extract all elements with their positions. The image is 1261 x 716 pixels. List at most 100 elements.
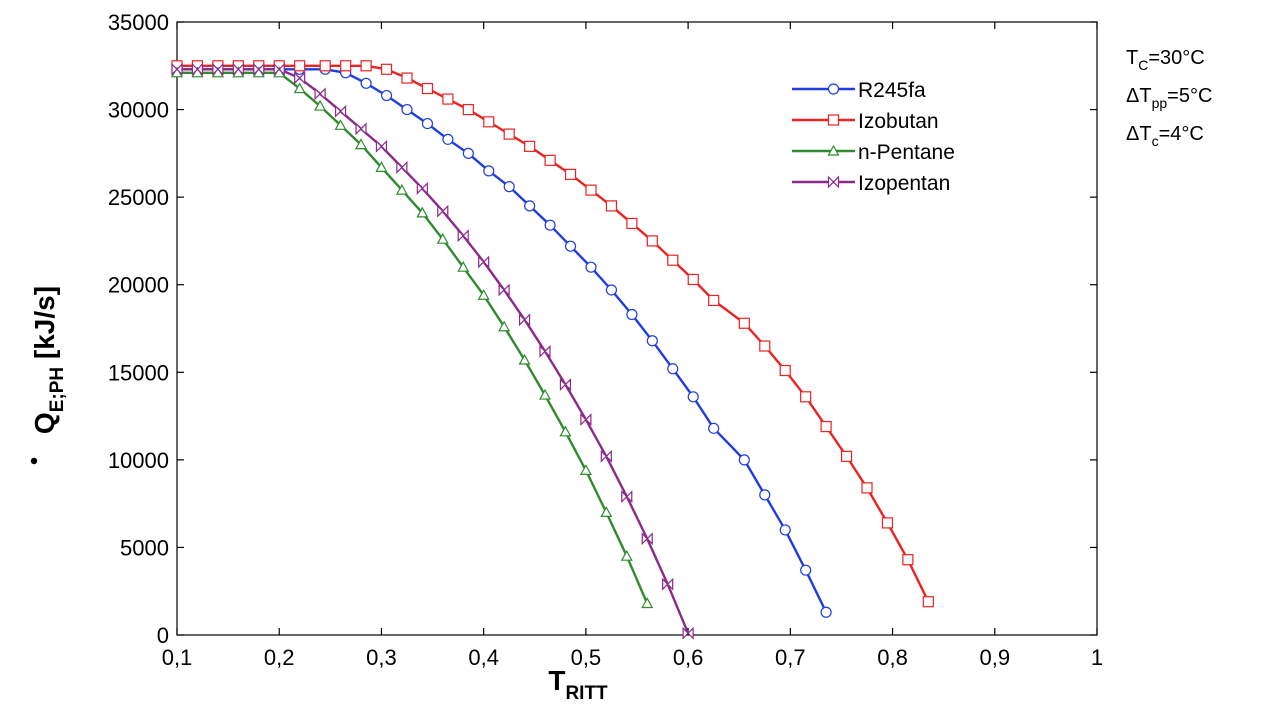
x-tick-label: 0,5 xyxy=(571,645,602,670)
x-axis-title: TRITT xyxy=(548,665,608,704)
data-point-izopentan xyxy=(498,283,510,297)
data-point-r245fa xyxy=(585,261,597,273)
annotation-sub: c xyxy=(1152,133,1159,149)
series-izobutan xyxy=(171,60,934,608)
x-tick-label: 0,7 xyxy=(775,645,806,670)
legend-item-izobutan: Izobutan xyxy=(792,110,939,133)
data-point-izobutan xyxy=(319,60,331,72)
x-tick-label: 0,6 xyxy=(673,645,704,670)
data-point-izobutan xyxy=(462,103,474,116)
plot-frame xyxy=(176,21,1098,636)
data-point-r245fa xyxy=(626,308,638,321)
data-point-izopentan xyxy=(355,122,367,136)
legend-item-n-pentane: n-Pentane xyxy=(792,141,955,164)
data-point-izobutan xyxy=(759,340,771,352)
data-point-izopentan xyxy=(375,139,388,153)
series-layer xyxy=(170,60,934,640)
y-tick-label: 15000 xyxy=(108,360,169,385)
data-point-r245fa xyxy=(442,133,454,145)
data-point-izobutan xyxy=(340,60,352,72)
data-point-izobutan xyxy=(800,391,812,403)
data-point-izopentan xyxy=(314,87,326,101)
data-point-r245fa xyxy=(820,606,832,618)
data-point-r245fa xyxy=(759,489,771,501)
data-point-izopentan xyxy=(212,62,224,76)
data-point-izobutan xyxy=(524,140,536,152)
data-point-izopentan xyxy=(518,313,531,327)
data-point-izopentan xyxy=(294,71,306,85)
data-point-izobutan xyxy=(779,364,791,377)
annotation-main: T xyxy=(1126,47,1138,69)
data-point-izobutan xyxy=(380,63,393,75)
data-point-izobutan xyxy=(687,273,699,286)
legend-label: R245fa xyxy=(858,79,926,102)
data-point-izopentan xyxy=(662,577,674,591)
annotation-sub: pp xyxy=(1152,95,1168,111)
data-point-r245fa xyxy=(667,363,679,375)
data-point-r245fa xyxy=(483,165,495,177)
y-axis-title-sub: E;PH xyxy=(47,367,68,412)
data-point-n-pentane xyxy=(354,138,368,150)
data-point-izobutan xyxy=(544,154,556,166)
x-axis-title-main: T xyxy=(548,665,565,696)
data-point-r245fa xyxy=(401,103,413,116)
data-point-izopentan xyxy=(539,344,551,358)
annotation-text: TC=30°C xyxy=(1126,47,1205,73)
y-axis-dot-accent xyxy=(30,457,38,465)
legend-item-r245fa: R245fa xyxy=(792,79,926,102)
data-point-r245fa xyxy=(738,454,750,466)
data-point-izopentan xyxy=(641,532,653,546)
annotation-sub: C xyxy=(1138,57,1148,73)
legend-marker xyxy=(827,83,840,95)
legend-marker xyxy=(827,114,840,126)
data-point-izopentan xyxy=(334,104,347,118)
data-point-n-pentane xyxy=(641,597,654,609)
data-point-izobutan xyxy=(881,517,894,529)
x-tick-label: 0,1 xyxy=(162,645,193,670)
data-point-n-pentane xyxy=(436,232,449,244)
legend-marker xyxy=(827,175,840,189)
data-point-izobutan xyxy=(626,217,638,230)
x-tick-label: 1 xyxy=(1091,645,1103,670)
annotation-main: ΔT xyxy=(1126,123,1152,145)
data-point-izobutan xyxy=(503,128,515,140)
data-point-izobutan xyxy=(442,93,454,105)
data-point-n-pentane xyxy=(498,320,511,332)
data-point-izobutan xyxy=(360,60,372,72)
data-point-izopentan xyxy=(600,449,612,463)
legend-label: n-Pentane xyxy=(858,141,955,164)
data-point-izobutan xyxy=(421,82,434,95)
data-point-n-pentane xyxy=(375,161,388,172)
legend: R245fa Izobutan n-Pentane Izopentan xyxy=(792,79,955,195)
data-point-izopentan xyxy=(273,62,285,76)
data-point-izopentan xyxy=(682,626,694,640)
annotation-rest: =5°C xyxy=(1167,85,1212,107)
data-point-izopentan xyxy=(457,229,469,243)
data-point-n-pentane xyxy=(518,353,531,365)
series-line-izobutan xyxy=(177,64,930,603)
legend-item-izopentan: Izopentan xyxy=(792,172,950,195)
data-point-izobutan xyxy=(861,482,873,494)
y-axis-title-unit: [kJ/s] xyxy=(29,286,60,367)
x-tick-label: 0,9 xyxy=(979,645,1010,670)
data-point-izopentan xyxy=(191,62,204,76)
data-point-r245fa xyxy=(708,422,720,434)
data-point-n-pentane xyxy=(314,99,327,111)
data-point-izopentan xyxy=(559,378,572,391)
y-tick-label: 35000 xyxy=(108,10,169,35)
data-point-n-pentane xyxy=(416,206,429,218)
series-line-r245fa xyxy=(177,68,828,613)
data-point-izopentan xyxy=(253,62,265,76)
data-point-izobutan xyxy=(902,554,914,566)
annotation-main: ΔT xyxy=(1126,85,1152,107)
data-point-izopentan xyxy=(416,181,428,195)
data-point-izopentan xyxy=(478,255,490,269)
data-point-izobutan xyxy=(840,450,853,462)
annotation-rest: =30°C xyxy=(1148,47,1204,69)
data-point-n-pentane xyxy=(457,260,470,272)
data-point-izobutan xyxy=(564,168,577,180)
x-tick-label: 0,2 xyxy=(264,645,295,670)
data-point-r245fa xyxy=(605,284,618,296)
data-point-r245fa xyxy=(360,77,372,89)
